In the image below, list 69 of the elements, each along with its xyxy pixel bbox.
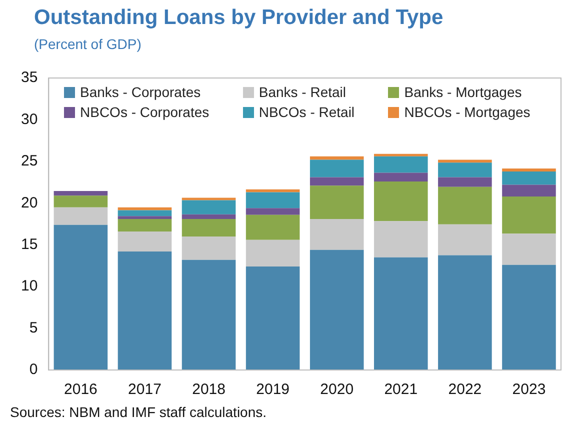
bar [502,234,556,265]
bar [438,224,492,256]
bar [54,224,108,370]
bar [438,255,492,370]
bar [502,171,556,185]
bar [310,156,364,160]
bar [374,156,428,173]
bar [310,186,364,219]
bar [502,168,556,172]
legend-label: NBCOs - Corporates [80,104,210,120]
legend-label: Banks - Retail [258,84,346,100]
bar [374,172,428,182]
bar [246,208,300,215]
bar [182,198,236,200]
bar [502,184,556,196]
bar [118,232,172,252]
bar [438,162,492,178]
bar [502,264,556,370]
bar [374,154,428,156]
bar [246,240,300,267]
bar [310,177,364,186]
y-tick-label: 0 [29,361,38,378]
legend-label: NBCOs - Mortgages [404,104,530,120]
bar [182,218,236,237]
x-tick-label: 2022 [448,381,482,398]
bar [182,236,236,260]
bar [310,250,364,370]
bar [182,260,236,370]
chart-title: Outstanding Loans by Provider and Type [34,6,444,30]
bar [502,196,556,234]
x-tick-label: 2017 [128,381,162,398]
bar [246,192,300,208]
x-tick-label: 2021 [384,381,418,398]
bar [246,189,300,192]
bar [310,218,364,250]
bar [438,177,492,187]
bar [118,216,172,219]
y-tick-label: 35 [20,69,38,86]
y-tick-label: 10 [20,278,38,295]
y-tick-label: 20 [20,194,38,212]
x-tick-label: 2016 [64,381,98,398]
legend-label: Banks - Corporates [80,84,201,100]
bar [374,221,428,258]
y-tick-label: 30 [20,110,38,128]
bar [374,181,428,222]
source-note: Sources: NBM and IMF staff calculations. [10,404,267,420]
bar [374,257,428,370]
bar [246,214,300,240]
legend-label: NBCOs - Retail [258,104,355,120]
bar [182,214,236,219]
bar [438,186,492,224]
y-tick-label: 5 [29,319,38,336]
bar [310,160,364,178]
x-tick-label: 2019 [256,381,290,398]
bar [54,207,108,225]
x-tick-label: 2020 [320,381,354,398]
bar [246,266,300,370]
bar [118,210,172,216]
bar [182,200,236,214]
y-tick-label: 25 [20,152,38,170]
chart-subtitle: (Percent of GDP) [34,36,142,52]
y-tick-label: 15 [20,236,38,253]
x-tick-label: 2023 [512,381,546,398]
bar [118,252,172,370]
x-tick-label: 2018 [192,381,226,398]
legend-label: Banks - Mortgages [404,84,522,100]
bar [118,218,172,232]
bar [54,196,108,208]
bar [54,191,108,196]
